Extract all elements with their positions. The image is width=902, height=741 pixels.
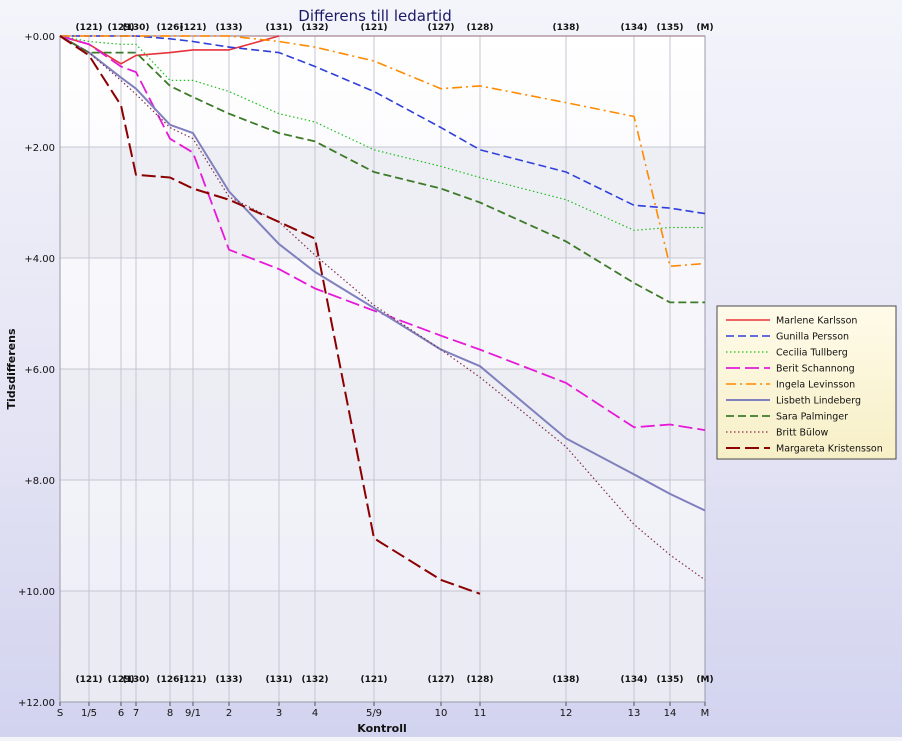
control-code-top-label: (134) xyxy=(620,23,647,33)
control-code-bottom-label: (129) xyxy=(107,675,134,685)
x-tick-label: 10 xyxy=(435,708,448,719)
x-tick-label: 3 xyxy=(276,708,282,719)
series-line-5 xyxy=(60,35,706,268)
y-tick-label: +2.00 xyxy=(24,143,55,154)
control-code-bottom-label: (127) xyxy=(427,675,454,685)
control-code-bottom-label: (126) xyxy=(156,675,183,685)
x-tick-label: 11 xyxy=(474,708,487,719)
legend-label: Berit Schannong xyxy=(776,364,855,375)
series-line-9 xyxy=(59,35,481,595)
control-code-bottom-label: (138) xyxy=(552,675,579,685)
series-line-1 xyxy=(59,35,280,65)
control-code-top-label: (121) xyxy=(179,23,206,33)
control-code-bottom-label: (135) xyxy=(656,675,683,685)
control-code-top-label: (129) xyxy=(107,23,134,33)
control-code-bottom-label: (133) xyxy=(215,675,242,685)
control-code-bottom-label: (121) xyxy=(75,675,102,685)
control-code-top-label: (132) xyxy=(301,23,328,33)
control-code-top-label: (121) xyxy=(360,23,387,33)
x-tick-label: 7 xyxy=(133,708,139,719)
x-tick-label: 9/1 xyxy=(185,708,201,719)
control-code-bottom-label: (134) xyxy=(620,675,647,685)
x-tick-label: 6 xyxy=(118,708,124,719)
x-tick-label: S xyxy=(57,708,63,719)
control-code-top-label: (131) xyxy=(265,23,292,33)
y-tick-label: +10.00 xyxy=(18,587,55,598)
legend-label: Lisbeth Lindeberg xyxy=(776,396,861,407)
x-tick-label: M xyxy=(701,708,710,719)
control-code-top-label: (128) xyxy=(466,23,493,33)
x-tick-label: 1/5 xyxy=(81,708,97,719)
x-tick-label: 8 xyxy=(167,708,173,719)
x-tick-label: 14 xyxy=(664,708,677,719)
legend-label: Sara Palminger xyxy=(776,412,848,423)
control-code-bottom-label: (121) xyxy=(179,675,206,685)
series-line-7 xyxy=(59,35,705,304)
control-code-bottom-label: (130) xyxy=(122,675,149,685)
control-code-top-label: (M) xyxy=(696,23,713,33)
legend-label: Cecilia Tullberg xyxy=(776,348,848,359)
x-tick-label: 12 xyxy=(560,708,573,719)
legend-label: Margareta Kristensson xyxy=(776,444,883,455)
control-code-top-label: (133) xyxy=(215,23,242,33)
legend-label: Britt Bülow xyxy=(776,428,829,439)
x-tick-label: 2 xyxy=(226,708,232,719)
control-code-bottom-label: (121) xyxy=(360,675,387,685)
y-tick-label: +6.00 xyxy=(24,365,55,376)
x-tick-label: 13 xyxy=(628,708,641,719)
legend-label: Gunilla Persson xyxy=(776,332,849,343)
series-line-6 xyxy=(59,35,706,512)
control-code-top-label: (126) xyxy=(156,23,183,33)
y-axis-title: Tidsdifferens xyxy=(5,328,18,409)
series-line-3 xyxy=(59,35,705,231)
grid-band xyxy=(60,369,705,480)
control-code-top-label: (130) xyxy=(122,23,149,33)
x-tick-label: 5/9 xyxy=(366,708,382,719)
y-tick-label: +0.00 xyxy=(24,32,55,43)
chart-title: Differens till ledartid xyxy=(298,7,451,25)
control-code-top-label: (138) xyxy=(552,23,579,33)
legend-label: Marlene Karlsson xyxy=(776,316,857,327)
y-tick-label: +8.00 xyxy=(24,476,55,487)
legend-label: Ingela Levinsson xyxy=(776,380,855,391)
plot-border xyxy=(59,35,706,703)
control-code-bottom-label: (128) xyxy=(466,675,493,685)
control-code-bottom-label: (131) xyxy=(265,675,292,685)
series-line-4 xyxy=(59,35,706,431)
control-code-top-label: (127) xyxy=(427,23,454,33)
grid-band xyxy=(60,591,705,702)
control-code-bottom-label: (132) xyxy=(301,675,328,685)
y-tick-label: +4.00 xyxy=(24,254,55,265)
y-tick-label: +12.00 xyxy=(18,698,55,709)
grid-band xyxy=(60,147,705,258)
x-axis-title: Kontroll xyxy=(357,722,407,735)
control-code-bottom-label: (M) xyxy=(696,675,713,685)
control-code-top-label: (121) xyxy=(75,23,102,33)
x-tick-label: 4 xyxy=(312,708,318,719)
legend: Marlene Karlsson Gunilla Persson Cecilia T… xyxy=(716,305,897,460)
control-code-top-label: (135) xyxy=(656,23,683,33)
series-line-2 xyxy=(60,35,706,215)
